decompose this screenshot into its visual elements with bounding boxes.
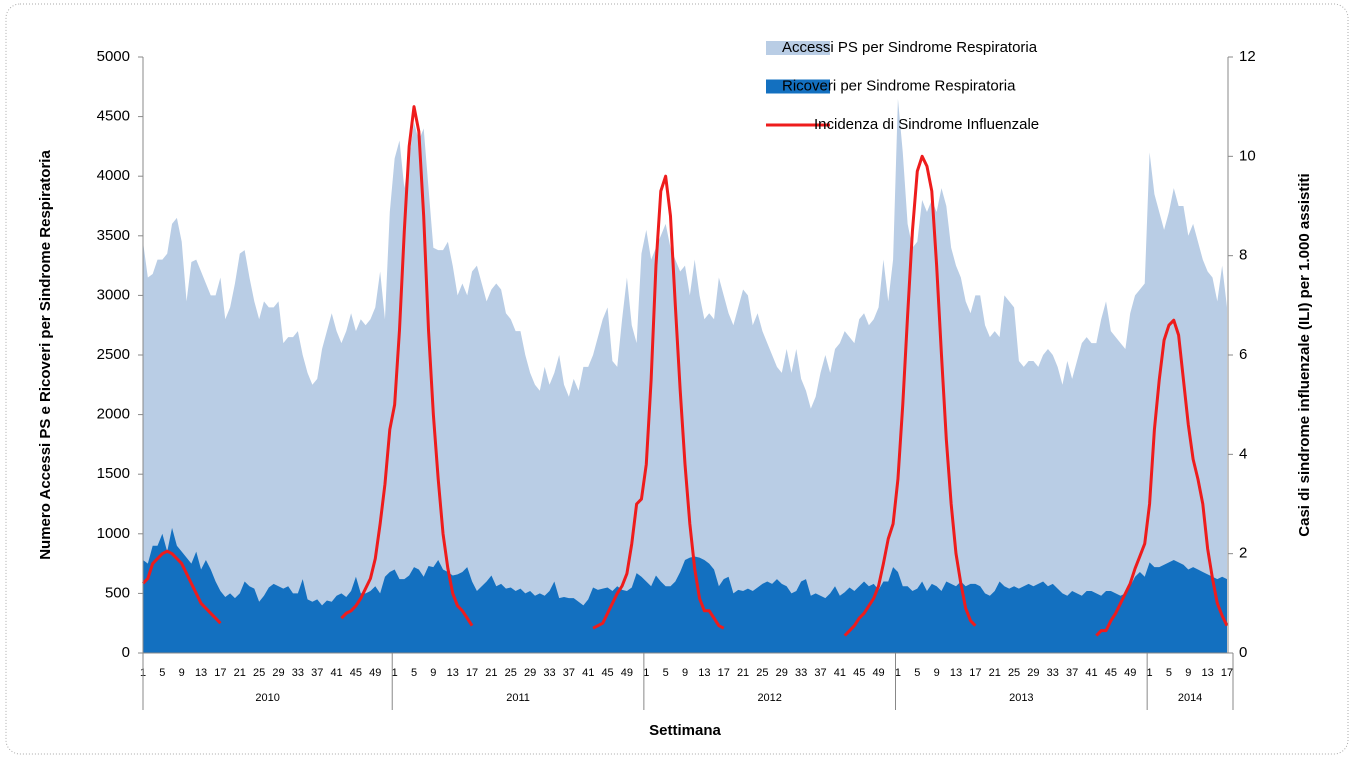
- x-axis-title: Settimana: [649, 722, 721, 739]
- y-axis-title: Numero Accessi PS e Ricoveri per Sindrom…: [37, 150, 54, 560]
- x-tick-label: 5: [1166, 667, 1172, 679]
- x-tick-label: 13: [1202, 667, 1214, 679]
- x-tick-label: 13: [698, 667, 710, 679]
- y-tick-label: 3000: [97, 286, 130, 303]
- x-tick-label: 5: [159, 667, 165, 679]
- frame: [5, 3, 1349, 755]
- year-label: 2014: [1178, 692, 1202, 704]
- legend-label: Incidenza di Sindrome Influenzale: [814, 116, 1039, 133]
- legend-swatch: [766, 41, 830, 55]
- y-tick-label: 0: [122, 644, 130, 661]
- y2-tick-label: 12: [1239, 48, 1256, 65]
- area: [143, 527, 1227, 653]
- y2-axis-title: Casi di sindrome influenzale (ILI) per 1…: [1296, 173, 1313, 536]
- x-tick-label: 13: [195, 667, 207, 679]
- y-tick-label: 5000: [97, 48, 130, 65]
- y2-tick-label: 8: [1239, 247, 1247, 264]
- x-tick-label: 17: [969, 667, 981, 679]
- x-tick-label: 45: [853, 667, 865, 679]
- y-tick-label: 2000: [97, 406, 130, 423]
- x-tick-label: 1: [895, 667, 901, 679]
- y2-tick-label: 10: [1239, 147, 1256, 164]
- x-tick-label: 33: [795, 667, 807, 679]
- area: [143, 98, 1227, 654]
- x-tick-label: 49: [369, 667, 381, 679]
- x-tick-label: 13: [950, 667, 962, 679]
- x-tick-label: 49: [621, 667, 633, 679]
- x-tick-label: 49: [1124, 667, 1136, 679]
- y-tick-label: 1000: [97, 525, 130, 542]
- x-tick-label: 1: [643, 667, 649, 679]
- x-tick-label: 29: [776, 667, 788, 679]
- x-tick-label: 49: [872, 667, 884, 679]
- x-tick-label: 17: [214, 667, 226, 679]
- year-label: 2010: [255, 692, 279, 704]
- y2-tick-label: 4: [1239, 445, 1247, 462]
- x-tick-label: 29: [272, 667, 284, 679]
- x-tick-label: 21: [989, 667, 1001, 679]
- x-tick-label: 13: [447, 667, 459, 679]
- y-tick-label: 4000: [97, 167, 130, 184]
- x-tick-label: 33: [1047, 667, 1059, 679]
- legend-swatch: [766, 79, 830, 94]
- y-tick-label: 500: [105, 584, 130, 601]
- x-tick-label: 5: [914, 667, 920, 679]
- y-tick-label: 4500: [97, 108, 130, 125]
- y-tick-label: 1500: [97, 465, 130, 482]
- x-tick-label: 1: [392, 667, 398, 679]
- x-tick-label: 25: [1008, 667, 1020, 679]
- x-tick-label: 45: [1105, 667, 1117, 679]
- x-tick-label: 17: [466, 667, 478, 679]
- x-tick-label: 25: [253, 667, 265, 679]
- x-tick-label: 41: [330, 667, 342, 679]
- x-tick-label: 37: [814, 667, 826, 679]
- y2-tick-label: 2: [1239, 545, 1247, 562]
- x-tick-label: 29: [1027, 667, 1039, 679]
- x-tick-label: 41: [834, 667, 846, 679]
- x-tick-label: 45: [350, 667, 362, 679]
- x-tick-label: 9: [430, 667, 436, 679]
- x-tick-label: 37: [1066, 667, 1078, 679]
- y-tick-label: 2500: [97, 346, 130, 363]
- x-tick-label: 41: [1085, 667, 1097, 679]
- x-tick-label: 41: [582, 667, 594, 679]
- y2-tick-label: 6: [1239, 346, 1247, 363]
- x-tick-label: 37: [311, 667, 323, 679]
- x-tick-label: 25: [756, 667, 768, 679]
- y2-tick-label: 0: [1239, 644, 1247, 661]
- x-tick-label: 5: [663, 667, 669, 679]
- x-tick-label: 9: [934, 667, 940, 679]
- year-label: 2012: [757, 692, 781, 704]
- x-tick-label: 29: [524, 667, 536, 679]
- x-tick-label: 45: [601, 667, 613, 679]
- legend-label: Accessi PS per Sindrome Respiratoria: [782, 39, 1038, 56]
- x-tick-label: 21: [234, 667, 246, 679]
- year-label: 2013: [1009, 692, 1033, 704]
- x-tick-label: 9: [1185, 667, 1191, 679]
- line: [141, 105, 1229, 637]
- year-label: 2011: [506, 692, 530, 704]
- x-tick-label: 33: [292, 667, 304, 679]
- x-tick-label: 5: [411, 667, 417, 679]
- x-tick-label: 1: [1147, 667, 1153, 679]
- x-tick-label: 17: [1221, 667, 1233, 679]
- x-tick-label: 17: [718, 667, 730, 679]
- x-tick-label: 21: [485, 667, 497, 679]
- x-tick-label: 25: [505, 667, 517, 679]
- legend-label: Ricoveri per Sindrome Respiratoria: [782, 77, 1016, 94]
- x-tick-label: 9: [179, 667, 185, 679]
- x-tick-label: 21: [737, 667, 749, 679]
- y-tick-label: 3500: [97, 227, 130, 244]
- x-tick-label: 37: [563, 667, 575, 679]
- x-tick-label: 9: [682, 667, 688, 679]
- x-tick-label: 33: [543, 667, 555, 679]
